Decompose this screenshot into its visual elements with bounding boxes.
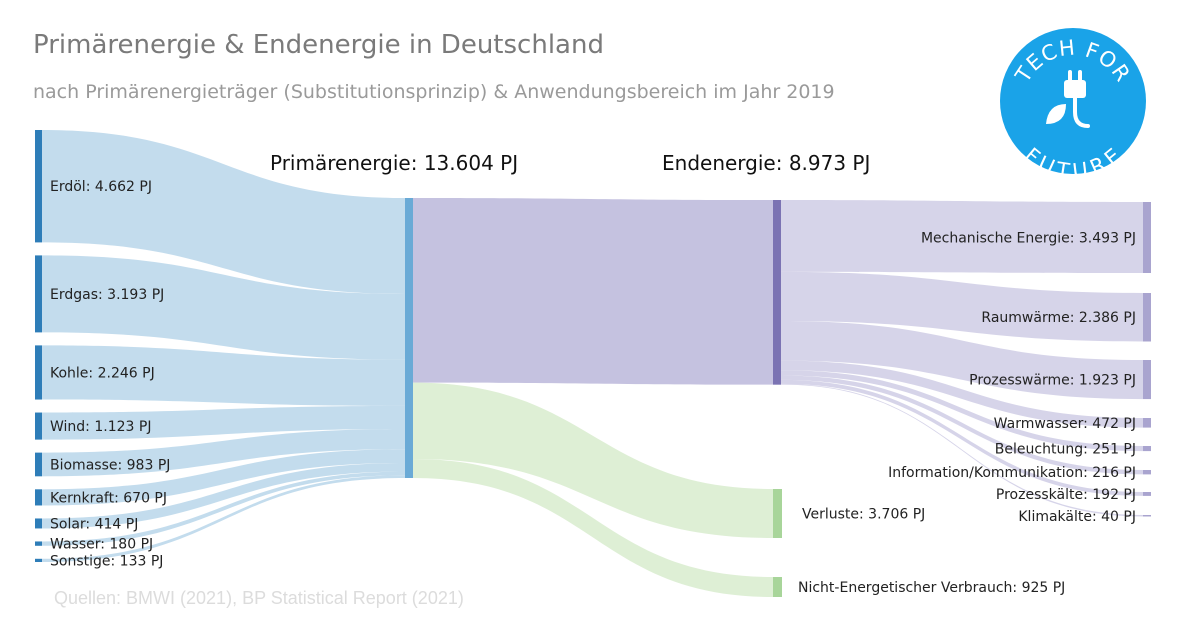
node-prozessk-lte [1143,492,1151,496]
source-note: Quellen: BMWI (2021), BP Statistical Rep… [54,588,464,608]
header-final: Endenergie: 8.973 PJ [662,151,870,175]
node-kernkraft [35,489,42,506]
node-nicht-energetischer-verbrauch [773,577,782,597]
label-prozessw-rme: Prozesswärme: 1.923 PJ [969,373,1136,389]
link-nicht-energetischer-verbrauch [413,458,773,597]
label-wasser: Wasser: 180 PJ [50,537,153,553]
sankey-links [42,130,1143,597]
label-biomasse: Biomasse: 983 PJ [50,457,170,473]
node-verluste [773,489,782,538]
label-kernkraft: Kernkraft: 670 PJ [50,490,167,506]
link-wind [42,405,405,440]
label-warmwasser: Warmwasser: 472 PJ [994,416,1136,432]
label-klimak-lte: Klimakälte: 40 PJ [1018,509,1136,525]
node-kohle [35,345,42,400]
node-biomasse [35,452,42,477]
label-verluste: Verluste: 3.706 PJ [802,507,925,523]
link-prozessk-lte [781,379,1143,496]
header-primary: Primärenergie: 13.604 PJ [270,151,518,175]
plug-leaf-icon [1046,70,1090,128]
node-endenergie [773,200,781,385]
label-solar: Solar: 414 PJ [50,516,138,532]
node-klimak-lte [1143,515,1151,517]
label-information-kommunikation: Information/Kommunikation: 216 PJ [888,465,1136,481]
link-erdgas [42,255,405,360]
label-kohle: Kohle: 2.246 PJ [50,365,155,381]
link-prozessw-rme [781,321,1143,400]
link-raumw-rme [781,271,1143,342]
link-verluste [413,382,773,538]
link-information-kommunikation [781,375,1143,475]
label-prozessk-lte: Prozesskälte: 192 PJ [996,487,1136,503]
node-mechanische-energie [1143,202,1151,273]
link-mechanische-energie [781,200,1143,273]
sankey-nodes [35,130,1151,597]
link-kohle [42,345,405,406]
label-erd-l: Erdöl: 4.662 PJ [50,179,152,195]
node-sonstige [35,558,42,562]
label-sonstige: Sonstige: 133 PJ [50,553,163,569]
link-sonstige [42,475,405,562]
link-warmwasser [781,360,1143,428]
node-solar [35,518,42,529]
link-solar [42,463,405,529]
node-information-kommunikation [1143,470,1151,475]
node-raumw-rme [1143,293,1151,342]
node-warmwasser [1143,418,1151,428]
link-biomasse [42,429,405,477]
link-beleuchtung [781,370,1143,452]
link-wasser [42,471,405,546]
sankey-labels: Erdöl: 4.662 PJ Erdgas: 3.193 PJ Kohle: 2.… [50,179,1136,596]
node-wasser [35,541,42,546]
link-kernkraft [42,449,405,506]
node-beleuchtung [1143,446,1151,452]
link-erd-l [42,130,405,294]
label-mechanische-energie: Mechanische Energie: 3.493 PJ [921,231,1136,247]
label-wind: Wind: 1.123 PJ [50,419,151,435]
node-erdgas [35,255,42,333]
chart-subtitle: nach Primärenergieträger (Substitutionsp… [33,81,835,103]
chart-title: Primärenergie & Endenergie in Deutschlan… [33,30,604,60]
node-primaerenergie [405,198,413,478]
label-raumw-rme: Raumwärme: 2.386 PJ [981,310,1136,326]
node-prozessw-rme [1143,360,1151,400]
tech-for-future-logo: TECH FOR FUTURE [1000,28,1146,174]
label-nicht-energetischer-verbrauch: Nicht-Energetischer Verbrauch: 925 PJ [798,580,1065,596]
node-wind [35,412,42,440]
link-klimak-lte [781,383,1143,517]
node-erd-l [35,130,42,243]
label-beleuchtung: Beleuchtung: 251 PJ [995,442,1136,458]
label-erdgas: Erdgas: 3.193 PJ [50,287,164,303]
link-endenergie [413,198,773,385]
